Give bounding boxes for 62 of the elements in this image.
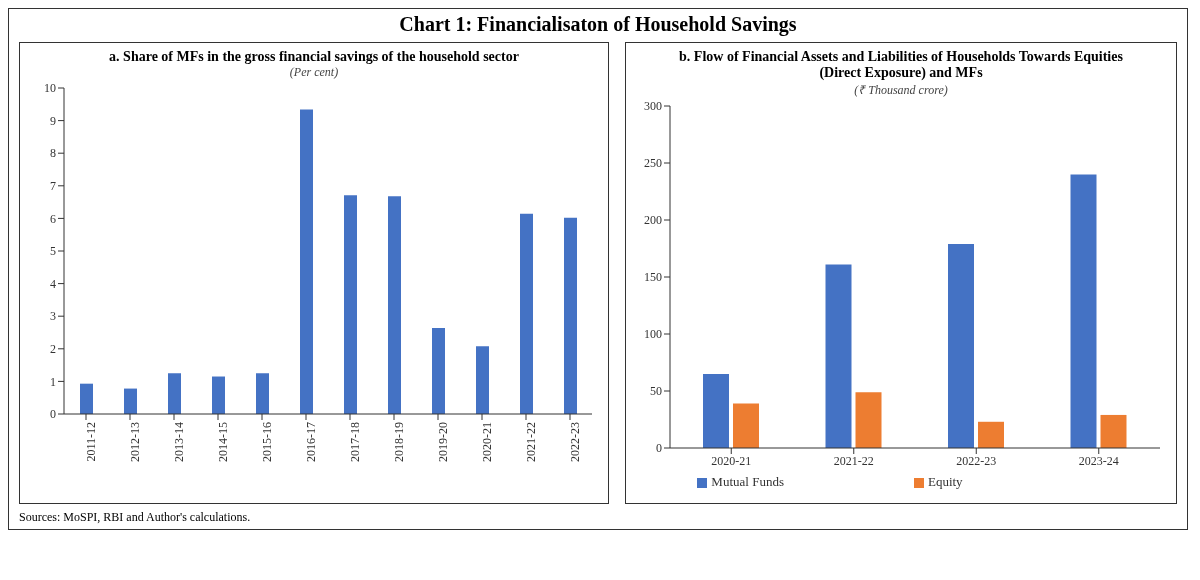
- y-tick-label: 2: [50, 342, 56, 357]
- y-tick-label: 200: [644, 213, 662, 228]
- x-tick-label: 2014-15: [215, 422, 230, 462]
- y-tick-label: 8: [50, 146, 56, 161]
- bar: [80, 383, 93, 414]
- bar: [978, 421, 1004, 448]
- x-tick-label: 2021-22: [833, 453, 874, 468]
- y-tick-label: 5: [50, 244, 56, 259]
- x-tick-label: 2016-17: [303, 422, 318, 462]
- bar: [212, 376, 225, 414]
- x-tick-label: 2017-18: [347, 422, 362, 462]
- y-tick-label: 6: [50, 211, 56, 226]
- bar: [1070, 174, 1097, 448]
- y-tick-label: 1: [50, 374, 56, 389]
- y-tick-label: 9: [50, 113, 56, 128]
- x-tick-label: 2013-14: [171, 422, 186, 462]
- chart-subtitle: (₹ Thousand crore): [853, 82, 949, 98]
- bar: [520, 213, 533, 414]
- x-tick-label: 2011-12: [83, 422, 98, 462]
- bar: [432, 327, 445, 414]
- y-tick-label: 3: [50, 309, 56, 324]
- x-tick-label: 2012-13: [127, 422, 142, 462]
- y-tick-label: 7: [50, 179, 56, 194]
- x-tick-label: 2018-19: [391, 422, 406, 462]
- y-tick-label: 300: [644, 99, 662, 114]
- y-tick-label: 4: [50, 276, 56, 291]
- x-tick-label: 2023-24: [1078, 453, 1119, 468]
- bar: [168, 373, 181, 414]
- bar: [256, 373, 269, 414]
- y-tick-label: 100: [644, 327, 662, 342]
- bar: [300, 109, 313, 414]
- y-tick-label: 250: [644, 156, 662, 171]
- bar: [344, 195, 357, 414]
- y-tick-label: 50: [650, 384, 662, 399]
- y-tick-label: 0: [656, 441, 662, 456]
- y-tick-label: 150: [644, 270, 662, 285]
- bar: [564, 217, 577, 414]
- bar: [703, 373, 729, 448]
- bar: [124, 388, 137, 414]
- x-tick-label: 2019-20: [435, 422, 450, 462]
- chart-subtitle: (Per cent): [288, 65, 340, 80]
- bar: [733, 403, 759, 448]
- legend-label: Equity: [927, 474, 963, 489]
- x-tick-label: 2015-16: [259, 422, 274, 462]
- x-tick-label: 2022-23: [567, 422, 582, 462]
- bar: [825, 264, 852, 448]
- bar: [855, 392, 882, 448]
- caption: Chart 1: Financialisaton of Household Savings: [398, 13, 798, 36]
- y-tick-label: 0: [50, 407, 56, 422]
- x-tick-label: 2022-23: [956, 453, 997, 468]
- chart-title: b. Flow of Financial Assets and Liabilities of Households Towards Equities (Direct Exposure) and MFs: [678, 49, 1124, 81]
- x-tick-label: 2020-21: [479, 422, 494, 462]
- legend-label: Mutual Funds: [711, 474, 784, 489]
- y-tick-label: 10: [44, 81, 56, 96]
- bar: [948, 243, 974, 448]
- bar: [476, 346, 489, 414]
- source-note: Sources: MoSPI, RBI and Author's calculations.: [19, 510, 252, 525]
- chart-title: a. Share of MFs in the gross financial savings of the household sector: [108, 49, 520, 65]
- x-tick-label: 2020-21: [711, 453, 752, 468]
- bar: [1100, 414, 1127, 448]
- x-tick-label: 2021-22: [523, 422, 538, 462]
- bar: [388, 196, 401, 414]
